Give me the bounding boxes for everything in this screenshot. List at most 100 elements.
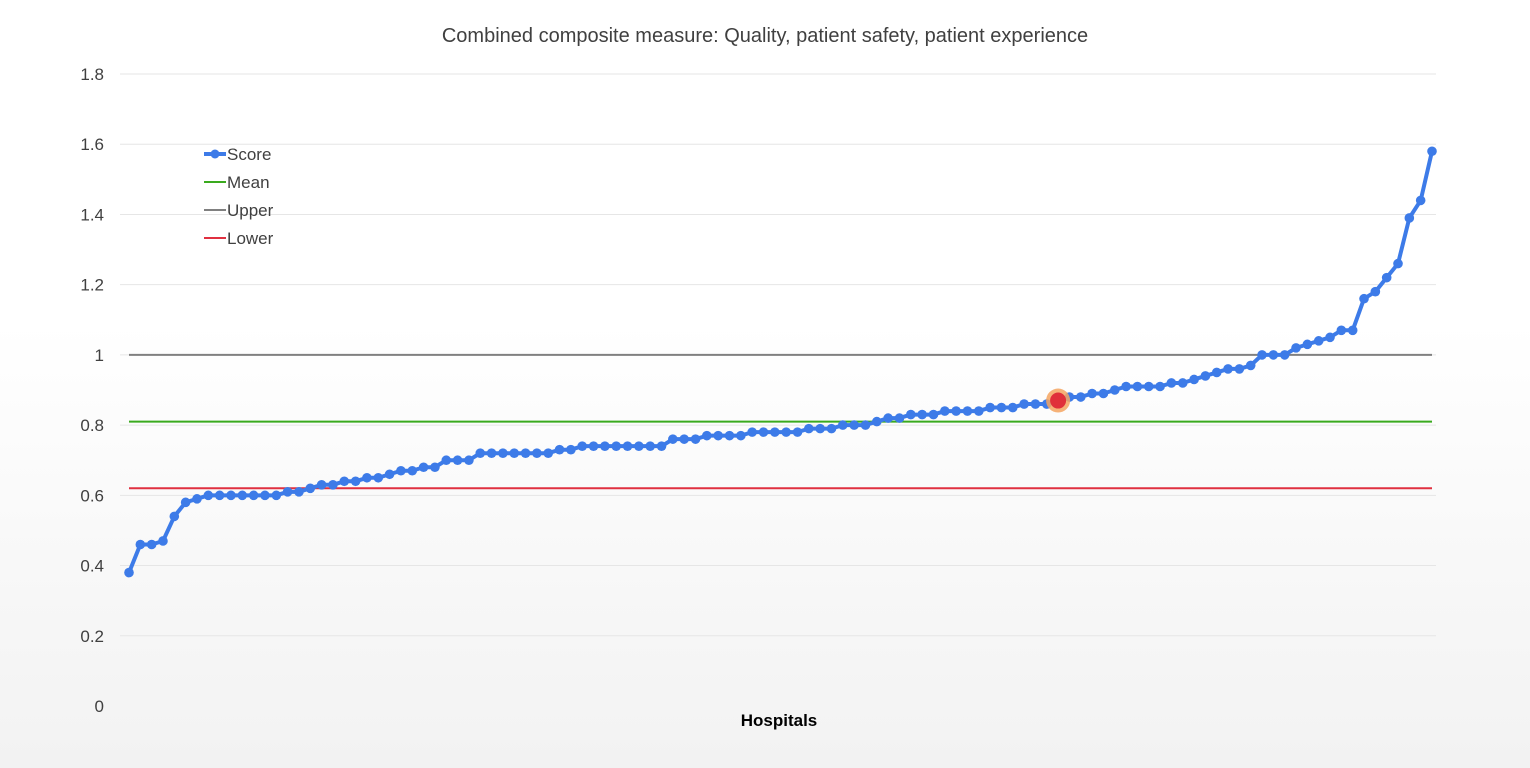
score-point [520,448,531,459]
score-point [362,472,372,483]
score-point [328,480,338,490]
score-point [1336,325,1347,336]
score-point [815,423,825,434]
score-point [554,444,565,455]
score-point [939,406,950,416]
score-point [1177,378,1188,388]
score-point [1075,392,1086,402]
score-point [509,448,520,459]
legend-label-score: Score [227,145,271,164]
score-point [1291,343,1301,353]
score-point [1098,388,1109,399]
y-tick-label: 1 [95,346,104,365]
score-point [407,465,418,476]
score-point [668,434,678,444]
score-series [124,146,1437,578]
score-point [679,434,689,444]
y-tick-label: 0 [95,697,104,716]
score-point [1189,374,1199,385]
score-point [770,427,780,437]
score-point [1121,381,1131,392]
score-point [384,469,395,480]
highlight-point [1050,392,1067,409]
score-point [1381,272,1392,283]
score-point [1155,381,1165,392]
score-point [271,490,282,501]
y-tick-label: 1.2 [80,276,104,295]
score-point [973,406,984,416]
score-point [792,427,803,437]
score-point [260,490,270,501]
score-point [1030,399,1041,409]
y-tick-label: 0.4 [80,557,104,576]
score-point [1302,339,1313,350]
score-point [396,465,406,476]
score-point [690,434,701,444]
score-point [214,490,225,501]
score-point [146,539,157,550]
score-point [1393,258,1403,269]
score-point [532,448,542,459]
score-point [1415,195,1426,206]
score-point [158,536,168,546]
y-tick-label: 1.4 [80,205,104,224]
score-point [758,427,769,437]
score-point [656,441,667,451]
score-point [1427,146,1437,157]
score-point [634,441,644,451]
score-point [781,427,791,437]
score-point [985,402,995,413]
score-point [1223,364,1233,374]
score-point [917,409,927,420]
score-point [169,511,180,522]
y-tick-label: 0.2 [80,627,104,646]
score-point [237,490,248,501]
score-point [135,539,146,550]
legend-label-lower: Lower [227,229,274,248]
x-axis-title: Hospitals [741,711,818,730]
score-point [702,430,712,441]
y-tick-label: 0.8 [80,416,104,435]
score-point [543,448,554,459]
score-point [883,413,893,423]
score-point [180,497,191,508]
score-point [1245,360,1256,371]
score-point [1404,213,1415,223]
score-point [350,476,361,487]
score-point [1211,367,1222,378]
score-point [282,487,293,497]
score-point [1166,378,1177,388]
score-point [418,462,429,473]
reference-lines [129,353,1432,490]
score-point [849,420,859,430]
score-point [1143,381,1154,392]
score-point [611,441,622,451]
score-point [724,430,735,441]
legend-label-upper: Upper [227,201,274,220]
score-point [645,441,655,451]
score-point [1279,350,1290,360]
score-point [906,409,916,420]
score-point [588,441,599,451]
score-point [894,413,905,423]
y-axis-tick-labels: 0 0.2 0.4 0.6 0.8 1 1.2 1.4 1.6 1.8 [80,65,104,716]
y-tick-label: 1.8 [80,65,104,84]
score-point [486,448,497,459]
score-point [736,430,746,441]
score-point [872,416,882,427]
score-point [248,490,259,501]
score-point [1370,286,1381,297]
legend: Score Mean Upper Lower [204,145,274,248]
score-point [226,490,236,501]
score-point [996,402,1007,413]
score-point [1313,336,1324,346]
score-point [962,406,973,416]
score-point [192,494,202,504]
score-point [305,483,316,494]
score-point [475,448,486,459]
score-point [1132,381,1143,392]
score-point [747,427,757,437]
y-tick-label: 1.6 [80,135,104,154]
score-point [203,490,214,501]
score-point [452,455,463,466]
